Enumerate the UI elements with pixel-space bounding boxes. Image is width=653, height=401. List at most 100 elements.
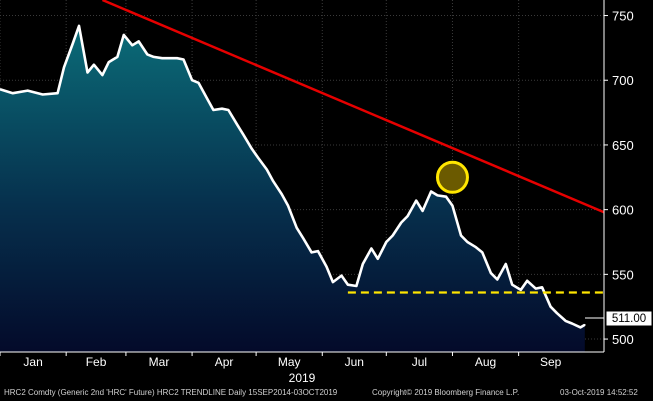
price-point xyxy=(152,56,155,58)
price-point xyxy=(257,157,260,159)
price-point xyxy=(584,324,586,326)
y-tick-label: 700 xyxy=(612,73,634,88)
price-point xyxy=(56,92,59,94)
x-tick-label: Aug xyxy=(475,355,496,369)
price-point xyxy=(182,58,185,61)
price-point xyxy=(236,123,238,125)
price-point xyxy=(86,71,89,74)
x-tick-label: Jun xyxy=(345,355,364,369)
last-value-label: 511.00 xyxy=(612,313,646,325)
price-point xyxy=(526,280,528,282)
price-point xyxy=(227,109,230,111)
price-point xyxy=(406,215,409,217)
price-point xyxy=(116,56,119,58)
price-point xyxy=(436,194,439,197)
price-area xyxy=(0,25,585,353)
price-point xyxy=(347,283,349,286)
price-point xyxy=(385,241,388,243)
price-point xyxy=(362,263,364,265)
price-point xyxy=(131,44,134,47)
footer-timestamp: 03-Oct-2019 14:52:52 xyxy=(560,388,638,397)
y-tick-label: 750 xyxy=(612,9,634,24)
price-point xyxy=(12,92,14,94)
x-axis-year-label: 2019 xyxy=(289,371,316,385)
price-point xyxy=(212,109,215,111)
price-point xyxy=(511,283,513,286)
price-points xyxy=(0,25,586,329)
price-point xyxy=(317,250,319,252)
x-axis-ticks: Jan Feb Mar Apr May Jun Jul Aug Sep xyxy=(0,352,562,369)
trendline xyxy=(101,0,605,214)
highlight-marker xyxy=(435,160,469,194)
price-point xyxy=(280,193,283,195)
price-point xyxy=(272,180,275,182)
price-point xyxy=(108,61,110,63)
price-point xyxy=(391,234,394,237)
price-point xyxy=(355,285,358,287)
price-point xyxy=(541,286,543,289)
price-point xyxy=(302,237,304,239)
price-point xyxy=(340,274,343,277)
price-point xyxy=(534,287,537,290)
price-point xyxy=(505,263,507,265)
price-point xyxy=(251,148,253,150)
price-point xyxy=(287,205,289,207)
price-point xyxy=(71,43,74,45)
price-point xyxy=(415,199,418,202)
price-point xyxy=(266,168,268,171)
price-point xyxy=(63,66,65,69)
price-point xyxy=(123,34,125,36)
price-point xyxy=(564,320,567,322)
price-point xyxy=(549,305,552,308)
price-point xyxy=(475,246,477,248)
footer-security-description: HRC2 Comdty (Generic 2nd 'HRC' Future) H… xyxy=(4,388,338,397)
price-point xyxy=(556,312,558,315)
price-point xyxy=(460,234,462,237)
price-point xyxy=(520,289,522,291)
price-point xyxy=(310,251,313,254)
price-point xyxy=(377,258,379,260)
price-point xyxy=(206,97,208,100)
y-tick-label: 500 xyxy=(612,332,634,347)
price-point xyxy=(41,93,44,96)
price-point xyxy=(445,195,447,198)
x-tick-label: May xyxy=(278,355,301,369)
price-point xyxy=(571,322,573,325)
price-point xyxy=(176,57,178,59)
price-point xyxy=(579,326,582,329)
price-point xyxy=(161,57,163,59)
y-axis-ticks: 500 550 600 650 700 750 xyxy=(604,9,634,347)
price-point xyxy=(101,74,104,76)
price-point xyxy=(295,227,298,229)
x-tick-label: Apr xyxy=(215,355,234,369)
price-point xyxy=(221,107,223,110)
price-point xyxy=(490,272,492,274)
last-value-tag: 511.00 xyxy=(585,310,653,327)
price-point xyxy=(400,221,403,224)
price-point xyxy=(370,247,373,250)
price-point xyxy=(26,89,29,92)
x-tick-label: Jan xyxy=(23,355,42,369)
price-point xyxy=(197,82,200,84)
price-point xyxy=(93,63,95,66)
price-point xyxy=(191,79,193,81)
footer-copyright: Copyright© 2019 Bloomberg Finance L.P. xyxy=(372,388,520,397)
price-point xyxy=(481,251,484,254)
y-tick-label: 550 xyxy=(612,267,634,282)
price-point xyxy=(430,190,432,193)
x-tick-label: Sep xyxy=(540,355,562,369)
price-point xyxy=(0,88,1,91)
x-tick-label: Mar xyxy=(149,355,170,369)
price-point xyxy=(146,53,149,56)
price-point xyxy=(466,241,469,243)
y-tick-label: 600 xyxy=(612,203,634,218)
price-point xyxy=(451,205,454,207)
price-point xyxy=(78,25,80,27)
price-point xyxy=(325,265,328,268)
x-tick-label: Feb xyxy=(86,355,107,369)
y-tick-label: 650 xyxy=(612,138,634,153)
price-point xyxy=(496,278,499,281)
price-point xyxy=(242,133,245,136)
price-point xyxy=(332,281,334,283)
